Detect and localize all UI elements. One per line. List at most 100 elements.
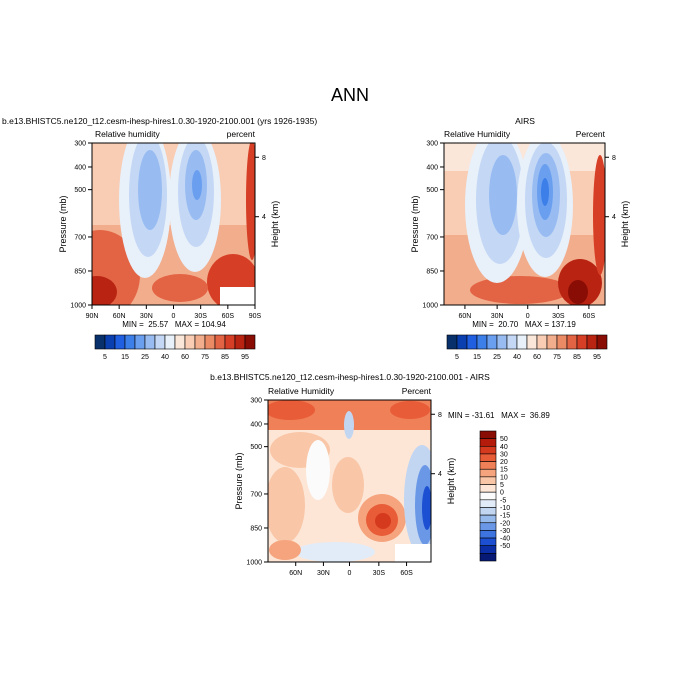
panel3-colorbar-box [479,476,497,485]
panel3-mid-warm-left [268,467,305,543]
panel2-right-axis-label: Height (km) [620,201,630,248]
panel2-colorbar-box [486,334,498,350]
panel3-field [268,400,431,562]
figure-title: ANN [331,85,369,105]
panel3-colorbar-box [479,491,497,501]
panel3-colorbar-label: 5 [500,482,504,489]
panel1-x-tick-label: 90S [249,313,262,320]
panel3-colorbar-label: -15 [500,513,510,520]
panel-airs: AIRS Relative Humidity Percent 60N 30N 0 30… [410,116,630,361]
panel2-colorbar-label: 75 [553,354,561,361]
panel1-colorbar-box [174,334,186,350]
panel3-x-tick-label: 30N [317,570,330,577]
panel1-colorbar-box [124,334,136,350]
panel3-right-string: Percent [402,386,432,396]
panel2-left-lobe-inner [489,155,517,235]
panel1-colorbar-box [184,334,196,350]
panel3-warm-30s-core [375,513,391,529]
panel3-height-tick-label: 8 [438,412,442,419]
panel2-colorbar-box [446,334,458,350]
panel3-colorbar-box [479,430,497,439]
panel3-y-tick-label: 850 [250,525,262,532]
panel1-colorbar-box [134,334,146,350]
panel3-neutral-patch [306,440,330,500]
panel2-x-tick-label: 60S [583,313,596,320]
panel3-colorbar-box [479,484,497,493]
panel3-colorbar-box [479,453,497,462]
panel2-colorbar-box [596,334,608,350]
panel1-y-tick-label: 1000 [70,303,86,310]
panel2-high-center [470,276,570,304]
panel2-colorbar-box [466,334,478,350]
panel1-colorbar-label: 5 [103,354,107,361]
panel3-colorbar-box [479,553,497,562]
panel2-y-tick-label: 300 [426,141,438,148]
panel1-colorbar-label: 95 [241,354,249,361]
panel1-colorbar-box [94,334,106,350]
panel1-missing [220,287,255,305]
panel2-colorbar-box [526,334,538,350]
panel1-colorbar-box [144,334,156,350]
panel2-colorbar-label: 40 [513,354,521,361]
panel1-title: b.e13.BHISTC5.ne120_t12.cesm-ihesp-hires… [2,116,317,126]
panel1-right-axis-label: Height (km) [270,201,280,248]
panel1-colorbar-box [214,334,226,350]
panel3-colorbar-box [479,514,497,524]
panel1-colorbar-label: 15 [121,354,129,361]
panel2-y-tick-label: 400 [426,164,438,171]
panel3-colorbar-box [479,499,497,508]
panel1-height-tick-label: 8 [262,155,266,162]
panel3-colorbar-label: 20 [500,459,508,466]
panel3-colorbar-label: 10 [500,474,508,481]
panel3-colorbar-label: -30 [500,528,510,535]
panel2-colorbar-label: 60 [533,354,541,361]
panel3-colorbar-box [479,438,497,447]
panel2-right-lobe-min [541,178,549,206]
panel3-colorbar-label: 40 [500,444,508,451]
panel1-y-tick-label: 300 [74,141,86,148]
panel3-cool-right-core [422,486,431,530]
panel3-colorbar-box [479,545,497,554]
panel1-y-tick-label: 850 [74,268,86,275]
panel3-y-tick-label: 700 [250,491,262,498]
panel3-top-core-left [268,400,315,420]
panel3-cool-bottom [295,542,375,562]
panel2-x-tick-label: 60N [459,313,472,320]
panel3-y-tick-label: 500 [250,444,262,451]
panel3-left-string: Relative Humidity [268,386,335,396]
panel2-colorbar-box [576,334,588,350]
panel3-x-tick-label: 30S [373,570,386,577]
panel1-colorbar-box [114,334,126,350]
panel1-stats: MIN = 25.57 MAX = 104.94 [122,320,226,329]
panel2-x-tick-label: 30S [552,313,565,320]
panel1-colorbar-label: 60 [181,354,189,361]
panel1-y-tick-label: 500 [74,187,86,194]
panel-model: b.e13.BHISTC5.ne120_t12.cesm-ihesp-hires… [2,116,317,361]
panel3-colorbar-box [479,522,497,531]
panel3-height-tick-label: 4 [438,471,442,478]
panel2-right-string: Percent [576,129,606,139]
panel1-colorbar-box [204,334,216,350]
panel1-left-string: Relative humidity [95,129,160,139]
panel3-colorbar-label: 15 [500,467,508,474]
panel3-colorbar-label: -40 [500,536,510,543]
panel1-colorbar-box [154,334,166,350]
panel1-colorbar-label: 25 [141,354,149,361]
panel2-left-string: Relative Humidity [444,129,511,139]
panel3-right-axis-label: Height (km) [446,458,456,505]
panel2-title: AIRS [515,116,535,126]
panel2-colorbar-label: 5 [455,354,459,361]
panel2-height-tick-label: 4 [612,214,616,221]
panel1-x-tick-label: 30S [194,313,207,320]
panel3-y-tick-label: 1000 [246,560,262,567]
panel1-field [92,143,255,305]
panel1-x-tick-label: 60N [113,313,126,320]
panel2-high-right-edge [593,155,605,275]
panel2-colorbar-box [536,334,548,350]
panel1-ylabel: Pressure (mb) [58,195,68,252]
panel2-colorbar-box [556,334,568,350]
panel3-colorbar-box [479,445,497,455]
panel2-y-tick-label: 700 [426,234,438,241]
panel1-high-left-core [92,276,117,305]
panel2-colorbar-box [496,334,508,350]
